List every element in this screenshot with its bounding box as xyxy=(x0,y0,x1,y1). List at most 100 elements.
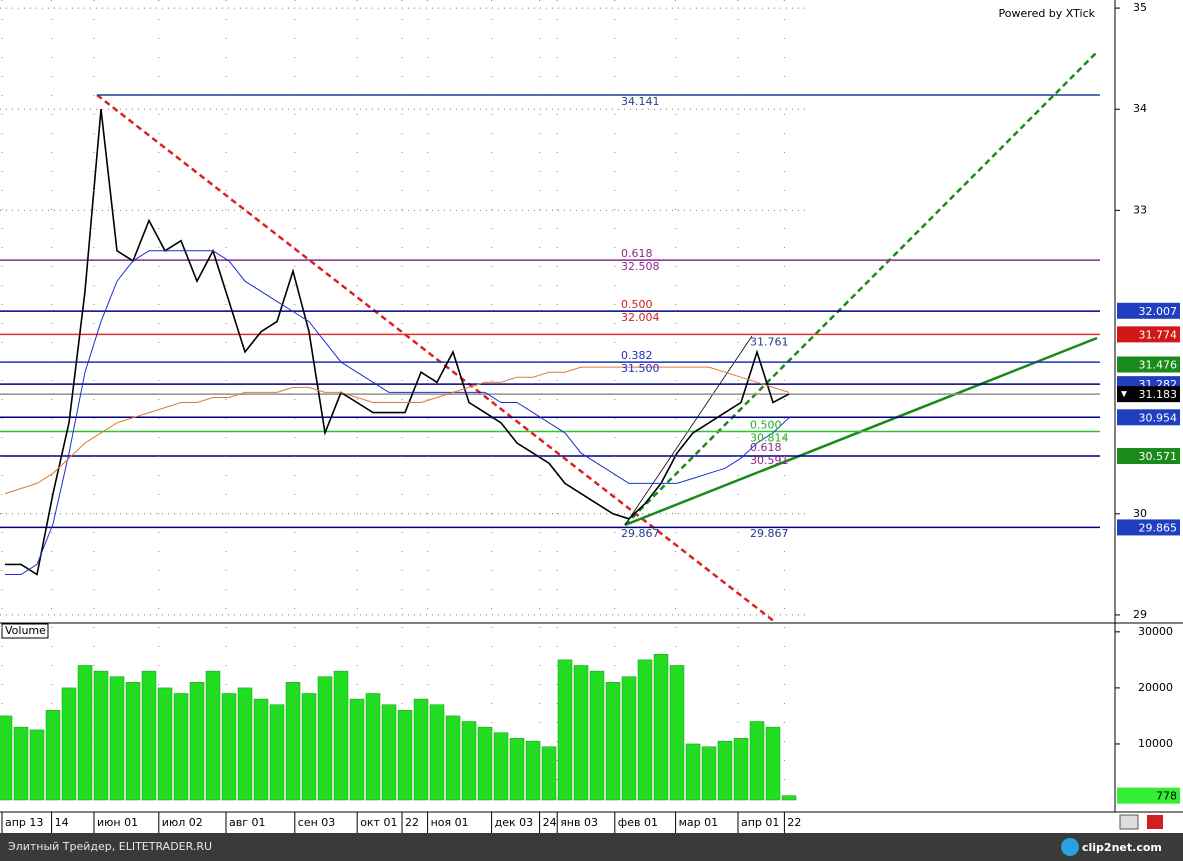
volume-bar xyxy=(125,682,141,801)
x-tick-label: 14 xyxy=(55,816,69,829)
fib-value: 32.004 xyxy=(621,311,660,324)
x-tick-label: сен 03 xyxy=(298,816,336,829)
fib-value: 32.508 xyxy=(621,260,660,273)
up-channel-line xyxy=(624,51,1098,526)
volume-label-box xyxy=(1117,787,1180,804)
volume-bar xyxy=(141,670,157,801)
price-label-box xyxy=(1117,448,1180,465)
volume-bar xyxy=(557,659,573,801)
y-tick-label: 20000 xyxy=(1138,681,1173,694)
y-tick-label: 29 xyxy=(1133,608,1147,621)
status-bar xyxy=(0,833,1183,861)
fib-value: 29.867 xyxy=(621,527,660,540)
volume-bar xyxy=(493,732,509,801)
y-tick-label: 34 xyxy=(1133,102,1147,115)
price-label-box xyxy=(1117,356,1180,373)
volume-bar xyxy=(733,738,749,801)
x-tick-label: янв 03 xyxy=(560,816,598,829)
x-tick-label: апр 13 xyxy=(5,816,43,829)
volume-bar xyxy=(0,715,13,801)
fib-value: 31.500 xyxy=(621,362,660,375)
x-tick-label: 24 xyxy=(543,816,557,829)
fib-value: 30.591 xyxy=(750,454,789,467)
price-label-box xyxy=(1117,409,1180,426)
volume-bar xyxy=(349,698,365,801)
price-label-box xyxy=(1117,519,1180,536)
volume-bar xyxy=(45,710,61,801)
y-tick-label: 33 xyxy=(1133,203,1147,216)
volume-bar xyxy=(205,670,221,801)
volume-bar xyxy=(157,687,173,801)
fib-value: 34.141 xyxy=(621,95,660,108)
x-tick-label: 22 xyxy=(405,816,419,829)
volume-bar xyxy=(397,710,413,801)
volume-bar xyxy=(109,676,125,801)
scroll-icon[interactable] xyxy=(1119,814,1139,830)
volume-bar xyxy=(237,687,253,801)
volume-bar xyxy=(221,693,237,801)
x-tick-label: окт 01 xyxy=(360,816,397,829)
fib-ratio: 0.618 xyxy=(621,247,653,260)
volume-bar xyxy=(621,676,637,801)
volume-bar xyxy=(333,670,349,801)
volume-bar xyxy=(429,704,445,801)
x-tick-label: мар 01 xyxy=(679,816,719,829)
volume-bar xyxy=(605,682,621,801)
volume-bar xyxy=(365,693,381,801)
volume-bar xyxy=(509,738,525,801)
exit-icon[interactable] xyxy=(1147,815,1163,829)
volume-bar xyxy=(445,715,461,801)
x-tick-label: фев 01 xyxy=(618,816,658,829)
volume-bar xyxy=(477,726,493,801)
volume-bar xyxy=(189,682,205,801)
y-tick-label: 30000 xyxy=(1138,625,1173,638)
volume-bar xyxy=(285,682,301,801)
watermark: Powered by XTick xyxy=(999,7,1096,20)
x-tick-label: июн 01 xyxy=(97,816,138,829)
volume-label: 778 xyxy=(1156,790,1177,803)
price-label: 30.571 xyxy=(1139,450,1178,463)
volume-bar xyxy=(413,698,429,801)
fib-ratio: 0.500 xyxy=(750,418,782,431)
price-line xyxy=(5,109,790,576)
x-tick-label: июл 02 xyxy=(162,816,203,829)
price-label: 31.774 xyxy=(1139,328,1178,341)
price-label: 30.954 xyxy=(1139,411,1178,424)
moving-average xyxy=(4,366,790,495)
brand-icon xyxy=(1061,838,1079,856)
volume-bar xyxy=(525,740,541,801)
price-label: 31.183 xyxy=(1139,388,1178,401)
fib-ratio: 0.618 xyxy=(750,441,782,454)
footer-text: Элитный Трейдер, ELITETRADER.RU xyxy=(8,840,212,853)
x-tick-label: апр 01 xyxy=(741,816,779,829)
volume-bar xyxy=(381,704,397,801)
volume-bar xyxy=(749,721,765,801)
fib-value: 31.761 xyxy=(750,336,789,349)
down-trendline xyxy=(96,94,776,623)
volume-bar xyxy=(669,665,685,801)
volume-bar xyxy=(29,729,45,801)
fib-value: 30.814 xyxy=(750,431,789,444)
fib-base-line xyxy=(624,335,753,526)
volume-bar xyxy=(781,795,797,801)
volume-bar xyxy=(685,743,701,801)
volume-bar xyxy=(301,693,317,801)
last-price-marker xyxy=(1121,391,1127,398)
volume-bar xyxy=(173,693,189,801)
fib-ratio: 0.382 xyxy=(621,349,653,362)
volume-bar xyxy=(93,670,109,801)
volume-bar xyxy=(13,726,29,801)
volume-bar xyxy=(717,740,733,801)
y-tick-label: 30 xyxy=(1133,507,1147,520)
moving-average xyxy=(5,250,790,575)
volume-bar xyxy=(317,676,333,801)
x-tick-label: дек 03 xyxy=(495,816,534,829)
volume-bar xyxy=(653,654,669,801)
brand-text: clip2net.com xyxy=(1082,841,1162,854)
volume-bar xyxy=(637,659,653,801)
x-tick-label: авг 01 xyxy=(229,816,266,829)
x-tick-label: ноя 01 xyxy=(431,816,469,829)
volume-bar xyxy=(573,665,589,801)
